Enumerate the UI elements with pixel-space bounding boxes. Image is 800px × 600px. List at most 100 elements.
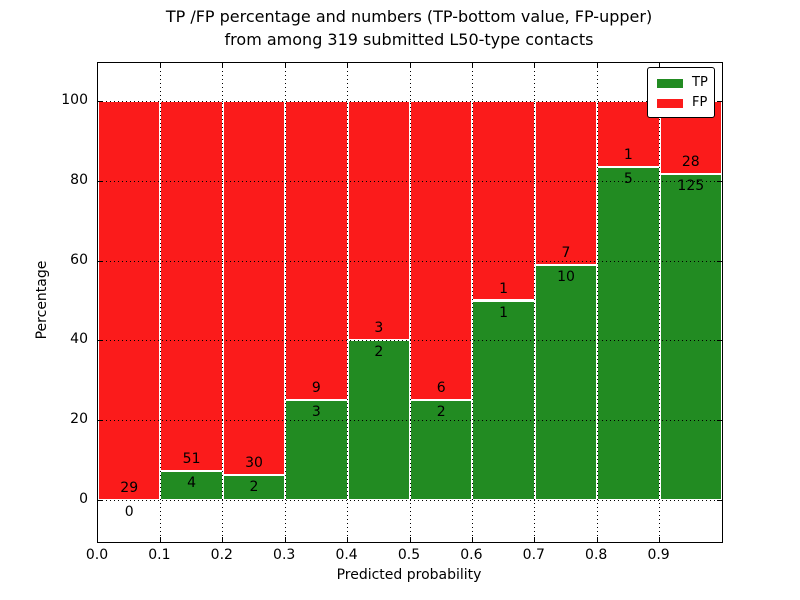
x-tick-bottom	[596, 537, 598, 542]
x-tick-top	[596, 63, 598, 68]
tp-count-label: 4	[187, 475, 197, 492]
x-tick-top	[471, 63, 473, 68]
x-tick-top	[659, 63, 661, 68]
x-tick-top	[409, 63, 411, 68]
y-tick-right	[717, 260, 722, 262]
x-tick-bottom	[222, 537, 224, 542]
x-tick-top	[534, 63, 536, 68]
tp-count-label: 3	[311, 404, 321, 421]
legend-label-fp: FP	[692, 95, 708, 110]
y-tick-right	[717, 180, 722, 182]
tp-bar-segment	[222, 475, 286, 501]
tp-count-label: 10	[557, 269, 575, 286]
tp-count-label: 5	[623, 171, 633, 188]
x-tick-bottom	[284, 537, 286, 542]
x-gridline	[596, 63, 598, 542]
x-gridline	[347, 63, 349, 542]
x-tick-top	[284, 63, 286, 68]
tp-bar-segment	[472, 300, 535, 501]
x-tick-top	[222, 63, 224, 68]
y-tick-right	[717, 420, 722, 422]
x-tick-label: 0.9	[647, 547, 670, 563]
fp-bar-segment	[410, 100, 473, 401]
x-gridline	[284, 63, 286, 542]
x-tick-label: 0.8	[585, 547, 608, 563]
y-tick-left	[98, 420, 103, 422]
y-tick-left	[98, 260, 103, 262]
tp-bar-segment	[659, 173, 722, 501]
x-tick-label: 0.7	[522, 547, 545, 563]
fp-count-label: 6	[436, 380, 446, 397]
y-tick-label: 0	[79, 491, 88, 508]
x-gridline	[659, 63, 661, 542]
plot-area: TP FP 29 0 51 4 30 2 9 3 3 2 6 2 1 1 7 10 1 5 28 125	[97, 62, 723, 543]
chart-title: TP /FP percentage and numbers (TP-bottom…	[97, 5, 721, 51]
fp-bar-segment	[222, 100, 286, 476]
x-tick-label: 0.1	[148, 547, 171, 563]
x-gridline	[409, 63, 411, 542]
y-axis-label: Percentage	[34, 260, 50, 340]
fp-count-label: 9	[311, 380, 321, 397]
tp-bar-segment	[347, 340, 410, 501]
tp-count-label: 2	[249, 479, 259, 496]
tp-swatch-icon	[657, 78, 683, 88]
x-gridline	[159, 63, 161, 542]
fp-count-label: 1	[499, 280, 509, 297]
tp-bar-segment	[160, 471, 223, 501]
x-tick-label: 0.3	[273, 547, 296, 563]
x-tick-label: 0.5	[397, 547, 421, 563]
tp-bar-segment	[410, 400, 473, 501]
y-tick-left	[98, 100, 103, 102]
x-gridline	[471, 63, 473, 542]
x-tick-bottom	[659, 537, 661, 542]
fp-count-label: 7	[561, 245, 571, 262]
tp-count-label: 1	[499, 304, 509, 321]
tp-bar-segment	[285, 400, 348, 501]
x-tick-bottom	[471, 537, 473, 542]
fp-count-label: 3	[374, 320, 384, 337]
legend-item-tp: TP	[648, 73, 714, 93]
fp-count-label: 29	[120, 480, 139, 497]
y-tick-label: 40	[70, 331, 88, 348]
y-tick-label: 20	[70, 411, 88, 428]
y-tick-right	[717, 100, 722, 102]
tp-bar-segment	[597, 167, 660, 501]
tp-count-label: 125	[677, 177, 705, 194]
y-tick-left	[98, 500, 103, 502]
x-axis-label: Predicted probability	[336, 567, 482, 583]
y-tick-label: 100	[61, 91, 88, 108]
tp-count-label: 2	[374, 344, 384, 361]
fp-count-label: 51	[182, 451, 201, 468]
tp-count-label: 2	[436, 404, 446, 421]
x-tick-bottom	[534, 537, 536, 542]
x-tick-top	[347, 63, 349, 68]
tp-count-label: 0	[124, 504, 134, 521]
fp-count-label: 28	[681, 153, 700, 170]
y-tick-left	[98, 340, 103, 342]
x-gridline	[534, 63, 536, 542]
chart-title-line2: from among 319 submitted L50-type contac…	[224, 30, 594, 49]
y-tick-right	[717, 500, 722, 502]
y-tick-label: 80	[70, 171, 88, 188]
x-tick-label: 0.0	[85, 547, 109, 563]
fp-swatch-icon	[657, 98, 683, 108]
x-tick-bottom	[159, 537, 161, 542]
y-tick-left	[98, 180, 103, 182]
fp-bar-segment	[347, 100, 410, 341]
chart-title-line1: TP /FP percentage and numbers (TP-bottom…	[165, 7, 653, 26]
fp-bar-segment	[472, 100, 535, 301]
fp-bar-segment	[160, 100, 223, 472]
x-gridline	[222, 63, 224, 542]
x-tick-label: 0.2	[210, 547, 233, 563]
x-tick-label: 0.6	[460, 547, 483, 563]
y-tick-label: 60	[70, 251, 88, 268]
x-tick-bottom	[347, 537, 349, 542]
legend: TP FP	[647, 67, 715, 118]
fp-bar-segment	[534, 100, 598, 266]
fp-bar-segment	[285, 100, 348, 401]
legend-label-tp: TP	[692, 75, 708, 90]
x-tick-top	[159, 63, 161, 68]
fp-count-label: 1	[623, 147, 633, 164]
legend-item-fp: FP	[648, 93, 714, 113]
